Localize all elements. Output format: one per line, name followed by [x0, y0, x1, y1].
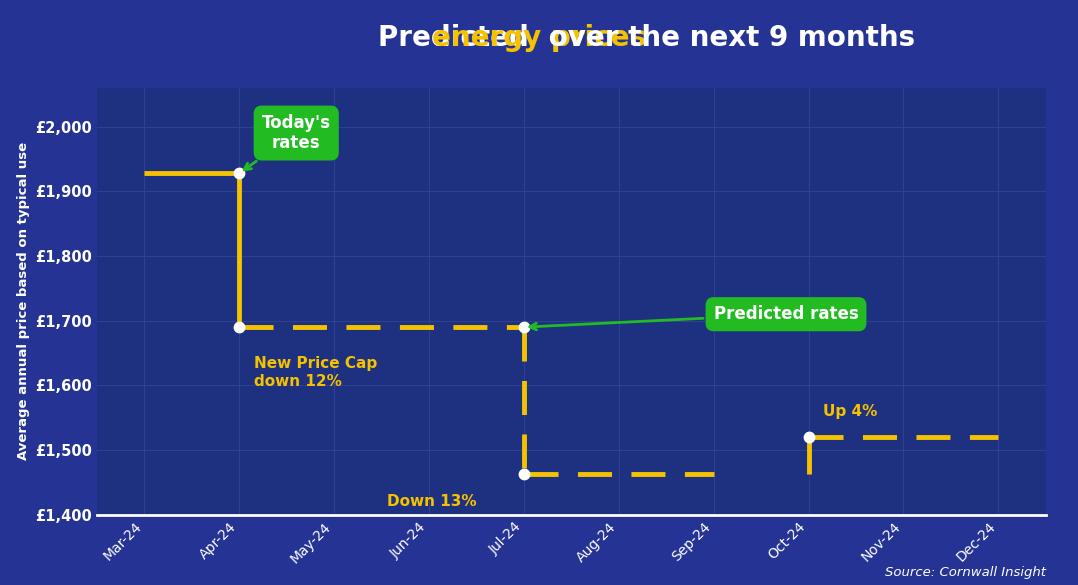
Text: energy prices: energy prices [432, 24, 646, 52]
Y-axis label: Average annual price based on typical use: Average annual price based on typical us… [17, 142, 30, 460]
Text: New Price Cap
down 12%: New Price Cap down 12% [253, 356, 377, 388]
Text: Source: Cornwall Insight: Source: Cornwall Insight [885, 566, 1046, 579]
Text: Predicted: Predicted [378, 24, 539, 52]
Text: Down 13%: Down 13% [387, 494, 476, 509]
Text: over the next 9 months: over the next 9 months [539, 24, 915, 52]
Text: Up 4%: Up 4% [823, 404, 877, 419]
Text: Predicted rates: Predicted rates [529, 305, 858, 330]
Text: Today's
rates: Today's rates [244, 113, 331, 170]
